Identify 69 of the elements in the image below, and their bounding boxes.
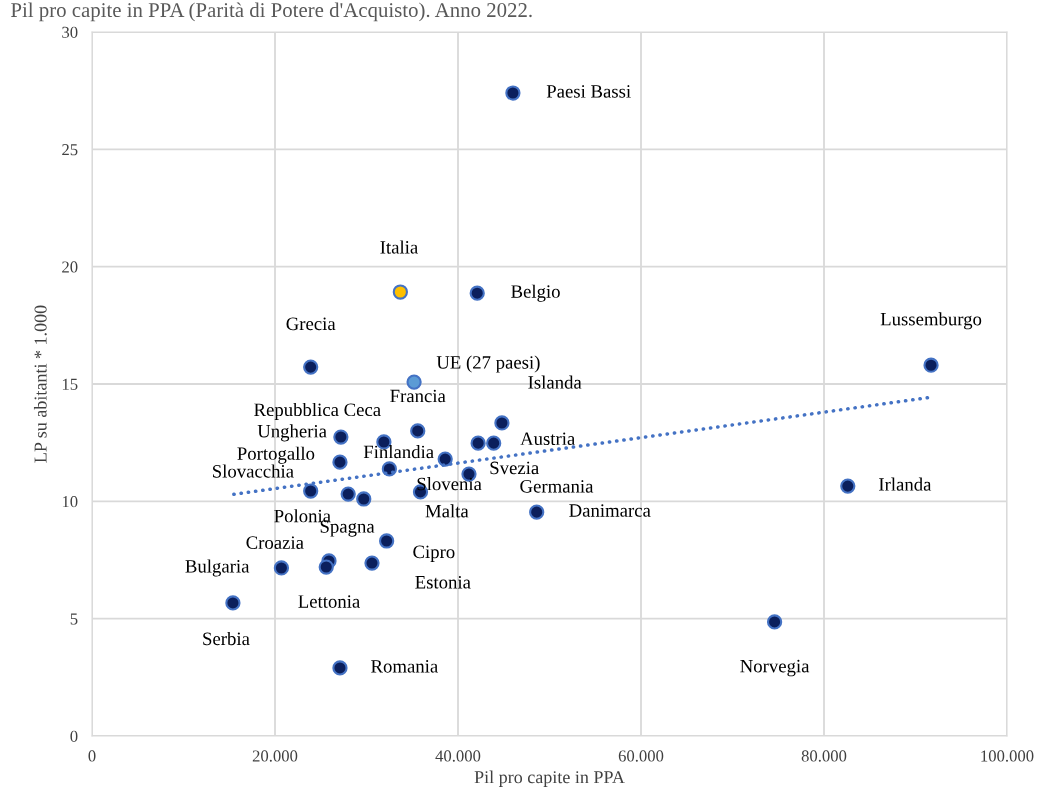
annotation: Irlanda <box>879 477 932 491</box>
annotation: Cipro <box>413 545 455 562</box>
point <box>392 284 408 300</box>
point <box>303 483 319 499</box>
point <box>356 491 372 507</box>
x-axis-title: Pil pro capite in PPA <box>474 770 625 787</box>
chart-title: Pil pro capite in PPA (Parità di Potere d'Acquisto). Anno 2022. <box>11 2 532 22</box>
point <box>437 451 453 467</box>
point <box>486 435 502 451</box>
annotation: Portogallo <box>237 446 315 464</box>
annotation: Lettonia <box>298 595 360 608</box>
y-tick-label: 15 <box>62 378 78 390</box>
annotation: Malta <box>425 504 469 518</box>
point <box>332 660 348 676</box>
x-tick-label: 40.000 <box>435 750 481 762</box>
y-tick-label: 25 <box>62 144 78 156</box>
point <box>340 486 356 502</box>
point <box>505 85 521 101</box>
point <box>379 533 395 549</box>
annotation: Austria <box>520 432 576 446</box>
point <box>923 357 939 373</box>
point <box>406 374 422 390</box>
x-tick-label: 80.000 <box>801 750 847 762</box>
annotation: Estonia <box>415 575 471 589</box>
annotation: Repubblica Ceca <box>254 402 381 420</box>
annotation: Danimarca <box>569 504 651 517</box>
annotation: Romania <box>371 660 438 673</box>
annotation: Italia <box>380 240 418 254</box>
annotation: Finlandia <box>363 445 434 459</box>
x-tick-label: 20.000 <box>252 750 298 762</box>
x-tick-label: 0 <box>88 750 96 762</box>
point <box>364 555 380 571</box>
point <box>273 560 290 576</box>
point <box>494 415 510 431</box>
point <box>332 454 348 470</box>
y-axis-title: LP su abitanti * 1.000 <box>33 305 47 463</box>
y-tick-label: 10 <box>62 496 78 508</box>
point <box>766 614 783 630</box>
annotation: Paesi Bassi <box>546 85 631 98</box>
annotation: UE (27 paesi) <box>436 355 540 373</box>
point <box>840 478 856 494</box>
annotation: Islanda <box>528 375 582 389</box>
y-tick-label: 5 <box>70 613 78 625</box>
x-tick-label: 100.000 <box>981 750 1034 762</box>
annotation: Francia <box>390 389 446 403</box>
y-tick-label: 30 <box>62 26 78 38</box>
point <box>225 595 241 611</box>
point <box>303 359 319 375</box>
point <box>529 504 545 520</box>
annotation: Serbia <box>203 631 250 646</box>
annotation: Slovenia <box>417 477 482 491</box>
annotation: Ungheria <box>257 424 327 442</box>
y-tick-label: 0 <box>70 730 78 742</box>
annotation: Germania <box>520 480 594 493</box>
annotation: Norvegia <box>740 659 810 677</box>
y-tick-label: 20 <box>62 261 78 273</box>
point <box>333 429 349 445</box>
annotation: Croazia <box>246 536 304 549</box>
annotation: Belgio <box>511 284 560 302</box>
point <box>410 423 426 439</box>
annotation: Bulgaria <box>185 559 250 577</box>
annotation: Slovacchia <box>213 464 294 478</box>
point <box>469 285 485 301</box>
x-tick-label: 60.000 <box>618 750 664 762</box>
point <box>318 559 334 575</box>
point <box>470 435 486 451</box>
annotation: Lussemburgo <box>880 312 982 330</box>
annotation: Grecia <box>286 317 336 331</box>
annotation: Svezia <box>490 461 539 475</box>
